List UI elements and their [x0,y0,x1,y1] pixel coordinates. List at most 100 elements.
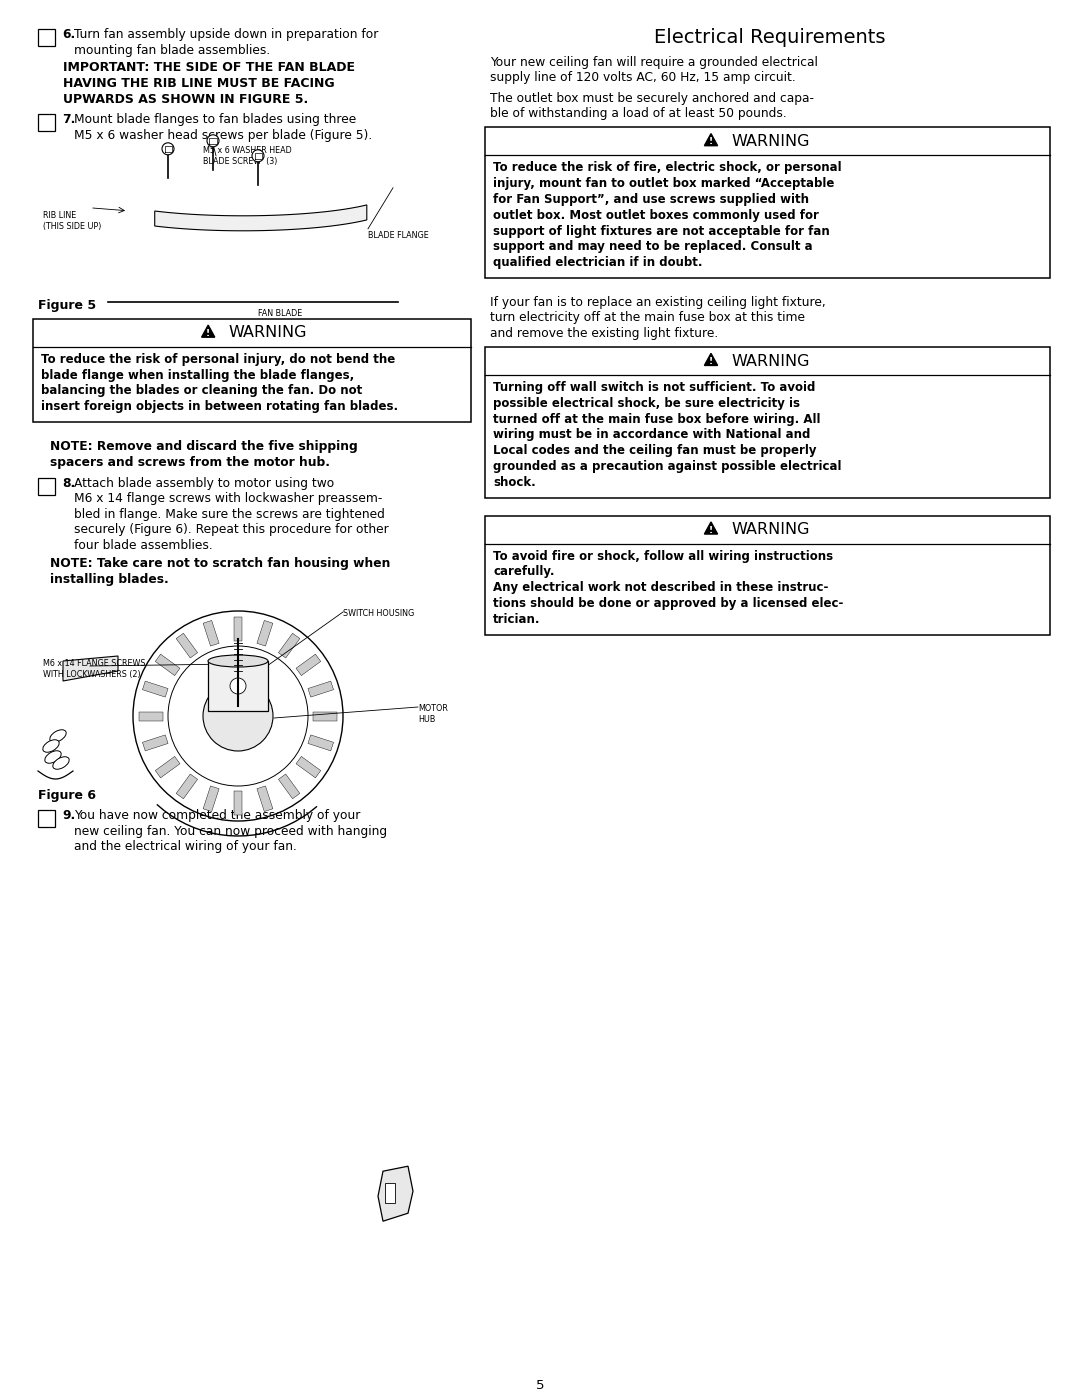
Text: HAVING THE RIB LINE MUST BE FACING: HAVING THE RIB LINE MUST BE FACING [63,77,335,89]
Bar [33,319,471,422]
Polygon shape [154,205,367,231]
Ellipse shape [208,655,268,666]
Text: To reduce the risk of personal injury, do not bend the: To reduce the risk of personal injury, d… [41,353,395,366]
Text: shock.: shock. [492,476,536,489]
Polygon shape [296,654,321,676]
Text: Any electrical work not described in these instruc-: Any electrical work not described in the… [492,581,828,594]
Circle shape [133,610,343,821]
Circle shape [168,645,308,787]
Bar [485,127,1050,278]
Text: Mount blade flanges to fan blades using three: Mount blade flanges to fan blades using … [75,113,356,126]
Polygon shape [378,1166,413,1221]
Polygon shape [63,657,118,680]
Text: IMPORTANT: THE SIDE OF THE FAN BLADE: IMPORTANT: THE SIDE OF THE FAN BLADE [63,60,355,74]
Polygon shape [308,682,334,697]
Text: !: ! [708,525,713,535]
Text: mounting fan blade assemblies.: mounting fan blade assemblies. [75,43,270,56]
Text: tions should be done or approved by a licensed elec-: tions should be done or approved by a li… [492,597,843,610]
Text: NOTE: Take care not to scratch fan housing when: NOTE: Take care not to scratch fan housi… [50,557,390,570]
Text: and remove the existing light fixture.: and remove the existing light fixture. [490,327,718,339]
Text: supply line of 120 volts AC, 60 Hz, 15 amp circuit.: supply line of 120 volts AC, 60 Hz, 15 a… [490,71,796,84]
Polygon shape [203,620,219,645]
Text: M5 x 6 washer head screws per blade (Figure 5).: M5 x 6 washer head screws per blade (Fig… [75,129,373,141]
Text: 9.: 9. [62,809,76,821]
Text: securely (Figure 6). Repeat this procedure for other: securely (Figure 6). Repeat this procedu… [75,524,389,536]
Text: MOTOR
HUB: MOTOR HUB [418,704,448,724]
Text: !: ! [206,328,211,338]
Polygon shape [257,620,273,645]
Circle shape [162,142,174,155]
Ellipse shape [44,750,62,763]
Polygon shape [143,735,168,750]
Text: turn electricity off at the main fuse box at this time: turn electricity off at the main fuse bo… [490,312,805,324]
Text: spacers and screws from the motor hub.: spacers and screws from the motor hub. [50,455,330,469]
Text: 7.: 7. [62,113,76,126]
Text: Attach blade assembly to motor using two: Attach blade assembly to motor using two [75,476,334,490]
Text: Your new ceiling fan will require a grounded electrical: Your new ceiling fan will require a grou… [490,56,818,68]
Text: qualified electrician if in doubt.: qualified electrician if in doubt. [492,256,702,270]
Text: WARNING: WARNING [228,326,307,341]
Circle shape [207,134,219,147]
Text: !: ! [708,358,713,366]
Bar [208,661,268,711]
Polygon shape [233,617,243,641]
Text: WARNING: WARNING [731,522,810,538]
Text: FAN BLADE: FAN BLADE [258,309,302,317]
Text: If your fan is to replace an existing ceiling light fixture,: If your fan is to replace an existing ce… [490,296,826,309]
Text: M6 x 14 FLANGE SCREWS
WITH LOCKWASHERS (2): M6 x 14 FLANGE SCREWS WITH LOCKWASHERS (… [43,659,146,679]
Text: The outlet box must be securely anchored and capa-: The outlet box must be securely anchored… [490,92,814,105]
Text: ble of withstanding a load of at least 50 pounds.: ble of withstanding a load of at least 5… [490,108,786,120]
Text: Figure 6: Figure 6 [38,789,96,802]
Polygon shape [257,787,273,812]
Text: blade flange when installing the blade flanges,: blade flange when installing the blade f… [41,369,354,381]
Bar [485,346,1050,497]
Text: You have now completed the assembly of your: You have now completed the assembly of y… [75,809,361,821]
Text: outlet box. Most outlet boxes commonly used for: outlet box. Most outlet boxes commonly u… [492,208,819,222]
Polygon shape [704,353,717,366]
Polygon shape [156,756,180,778]
Bar [38,478,55,495]
Polygon shape [704,522,717,534]
Bar [485,515,1050,634]
Polygon shape [384,1183,395,1203]
Text: turned off at the main fuse box before wiring. All: turned off at the main fuse box before w… [492,412,821,426]
Polygon shape [139,711,163,721]
Polygon shape [279,774,300,799]
Ellipse shape [43,740,59,752]
Text: M6 x 14 flange screws with lockwasher preassem-: M6 x 14 flange screws with lockwasher pr… [75,492,382,506]
Circle shape [252,149,264,162]
Polygon shape [143,682,168,697]
Polygon shape [202,326,215,337]
Text: Turn fan assembly upside down in preparation for: Turn fan assembly upside down in prepara… [75,28,378,41]
Text: support of light fixtures are not acceptable for fan: support of light fixtures are not accept… [492,225,829,237]
Text: injury, mount fan to outlet box marked “Acceptable: injury, mount fan to outlet box marked “… [492,177,835,190]
Text: new ceiling fan. You can now proceed with hanging: new ceiling fan. You can now proceed wit… [75,824,387,837]
Text: 5: 5 [536,1379,544,1391]
Text: balancing the blades or cleaning the fan. Do not: balancing the blades or cleaning the fan… [41,384,362,397]
Polygon shape [176,774,198,799]
Polygon shape [308,735,334,750]
Text: NOTE: Remove and discard the five shipping: NOTE: Remove and discard the five shippi… [50,440,357,453]
Text: To avoid fire or shock, follow all wiring instructions: To avoid fire or shock, follow all wirin… [492,549,833,563]
Polygon shape [704,134,717,145]
Text: WARNING: WARNING [731,134,810,149]
Polygon shape [203,787,219,812]
Text: support and may need to be replaced. Consult a: support and may need to be replaced. Con… [492,240,812,253]
Text: SWITCH HOUSING: SWITCH HOUSING [343,609,415,617]
Polygon shape [296,756,321,778]
Text: four blade assemblies.: four blade assemblies. [75,539,213,552]
Bar [38,810,55,827]
Ellipse shape [53,757,69,770]
Circle shape [203,680,273,752]
Circle shape [230,678,246,694]
Text: WARNING: WARNING [731,353,810,369]
Polygon shape [313,711,337,721]
Text: Figure 5: Figure 5 [38,299,96,312]
Text: grounded as a precaution against possible electrical: grounded as a precaution against possibl… [492,460,841,474]
Text: trician.: trician. [492,613,540,626]
Text: possible electrical shock, be sure electricity is: possible electrical shock, be sure elect… [492,397,800,409]
Text: !: ! [708,137,713,147]
Text: Turning off wall switch is not sufficient. To avoid: Turning off wall switch is not sufficien… [492,381,815,394]
Bar [38,115,55,131]
Text: bled in flange. Make sure the screws are tightened: bled in flange. Make sure the screws are… [75,507,384,521]
